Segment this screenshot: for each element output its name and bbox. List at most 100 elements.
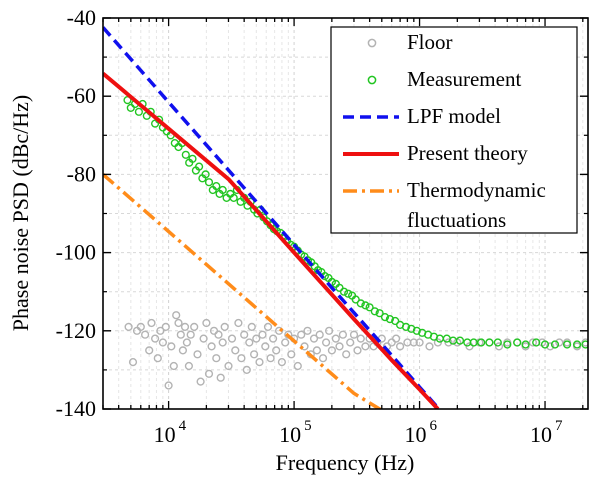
data-point — [309, 334, 319, 343]
data-point — [277, 358, 287, 367]
data-point — [231, 346, 240, 355]
data-point — [540, 340, 550, 349]
data-point — [532, 338, 541, 347]
data-point — [242, 365, 251, 375]
data-point — [339, 287, 349, 296]
data-point — [361, 301, 370, 310]
y-tick-label: -40 — [67, 5, 96, 30]
y-tick-label: -60 — [67, 83, 96, 108]
data-point — [528, 338, 538, 347]
y-tick-label: -80 — [67, 161, 96, 186]
legend-marker — [367, 75, 377, 85]
data-point — [172, 311, 181, 320]
data-point — [396, 342, 405, 351]
y-tick-label: -140 — [56, 396, 96, 421]
data-point — [503, 340, 512, 349]
data-point — [184, 361, 194, 371]
data-point — [370, 307, 379, 316]
data-point — [349, 330, 359, 339]
data-point — [212, 354, 221, 363]
data-point — [193, 350, 202, 359]
legend-label: Floor — [407, 30, 453, 54]
data-point — [245, 338, 254, 347]
data-point — [234, 318, 243, 328]
data-point — [351, 295, 360, 304]
x-tick-label: 10 — [154, 422, 176, 447]
data-point — [158, 338, 168, 347]
data-point — [562, 340, 572, 349]
data-point — [151, 334, 160, 343]
data-point — [252, 334, 261, 343]
legend-box — [330, 26, 578, 234]
data-point — [331, 334, 340, 343]
data-point — [555, 338, 564, 347]
data-point — [385, 315, 395, 324]
data-point — [174, 318, 183, 328]
legend-label: fluctuations — [407, 208, 506, 232]
data-point — [212, 182, 221, 191]
data-point — [181, 150, 190, 159]
data-point — [164, 381, 173, 390]
data-point — [581, 340, 588, 349]
x-tick-exponent: 4 — [179, 418, 187, 434]
data-point — [380, 313, 390, 322]
x-tick-label: 10 — [530, 422, 552, 447]
data-point — [401, 322, 411, 332]
data-point — [178, 346, 188, 355]
data-point — [281, 338, 290, 347]
data-point — [287, 350, 296, 359]
data-point — [263, 322, 273, 332]
data-point — [469, 338, 478, 347]
legend-label: Measurement — [407, 67, 521, 91]
data-point — [272, 346, 281, 355]
data-point — [134, 107, 144, 116]
data-point — [356, 299, 365, 308]
data-point — [199, 334, 208, 343]
data-point — [455, 336, 465, 345]
data-point — [147, 318, 156, 328]
data-point — [342, 350, 351, 359]
data-point — [136, 322, 145, 332]
data-point — [237, 354, 246, 363]
data-point — [161, 322, 170, 332]
data-point — [444, 338, 453, 347]
legend-item-measurement: Measurement — [367, 67, 521, 91]
data-point — [240, 330, 249, 339]
data-point — [344, 289, 353, 298]
legend-item-lpf-model: LPF model — [343, 104, 501, 128]
data-point — [153, 354, 162, 363]
data-point — [312, 346, 322, 355]
data-point — [180, 322, 190, 332]
data-point — [391, 316, 400, 326]
data-point — [201, 170, 210, 179]
data-point — [186, 330, 195, 339]
data-point — [196, 377, 205, 386]
data-point — [293, 361, 302, 371]
data-point — [477, 338, 486, 347]
data-point — [176, 330, 185, 339]
legend-label: Thermodynamic — [407, 178, 546, 202]
plot-series — [103, 26, 588, 409]
data-point — [167, 342, 176, 351]
legend-label: LPF model — [407, 104, 501, 128]
data-point — [392, 334, 401, 343]
data-point — [335, 342, 344, 351]
data-point — [220, 322, 229, 332]
legend-item-present-theory: Present theory — [343, 141, 528, 165]
data-point — [521, 340, 530, 349]
data-point — [218, 185, 227, 195]
legend-item-thermodynamic-fluctuations: Thermodynamic fluctuations — [343, 178, 546, 232]
data-point — [261, 342, 270, 351]
data-point — [258, 330, 267, 339]
data-point — [415, 338, 424, 347]
data-point — [207, 342, 216, 351]
data-point — [546, 342, 555, 351]
x-tick-exponent: 6 — [430, 418, 438, 434]
legend: Floor Measurement LPF model Present theory T… — [330, 26, 578, 234]
data-point — [433, 338, 443, 347]
data-point — [318, 354, 328, 363]
data-point — [275, 326, 284, 335]
x-tick-label: 10 — [279, 422, 301, 447]
data-point — [218, 338, 227, 347]
